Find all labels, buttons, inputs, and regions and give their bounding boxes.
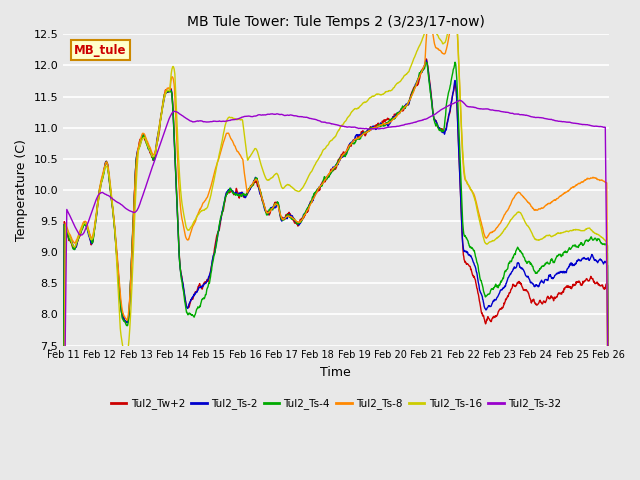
X-axis label: Time: Time — [321, 366, 351, 379]
Text: MB_tule: MB_tule — [74, 44, 127, 57]
Y-axis label: Temperature (C): Temperature (C) — [15, 139, 28, 241]
Legend: Tul2_Tw+2, Tul2_Ts-2, Tul2_Ts-4, Tul2_Ts-8, Tul2_Ts-16, Tul2_Ts-32: Tul2_Tw+2, Tul2_Ts-2, Tul2_Ts-4, Tul2_Ts… — [107, 395, 565, 414]
Title: MB Tule Tower: Tule Temps 2 (3/23/17-now): MB Tule Tower: Tule Temps 2 (3/23/17-now… — [187, 15, 485, 29]
